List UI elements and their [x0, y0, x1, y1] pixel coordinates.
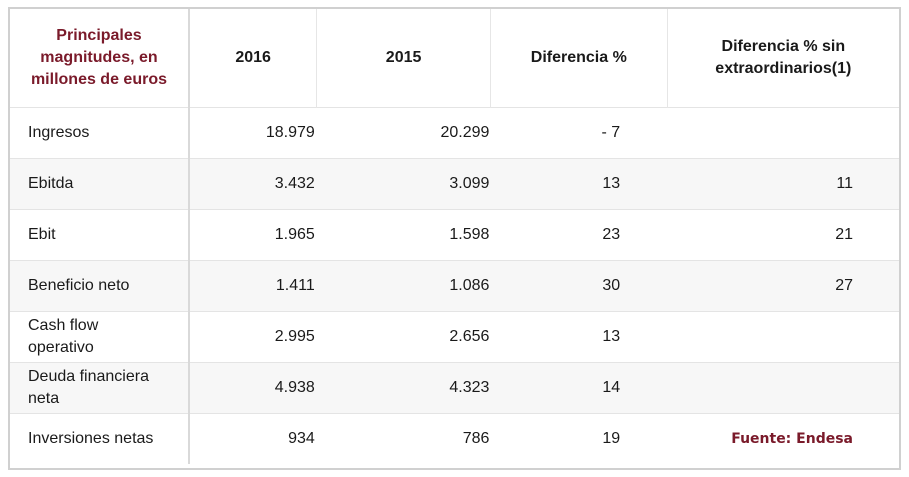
value-2016: 934 — [188, 413, 317, 464]
value-diferencia-extra — [667, 107, 899, 159]
value-diferencia: 13 — [490, 158, 668, 210]
value-2016: 18.979 — [188, 107, 317, 159]
value-2016: 1.965 — [188, 209, 317, 261]
table-row: Ebit 1.965 1.598 23 21 — [10, 209, 899, 261]
row-label: Beneficio neto — [10, 260, 190, 312]
value-2015: 3.099 — [316, 158, 491, 210]
row-label: Ebit — [10, 209, 190, 261]
value-diferencia-extra: 21 — [667, 209, 899, 261]
header-2016: 2016 — [187, 9, 317, 108]
table-row: Inversiones netas 934 786 19 Fuente: End… — [10, 413, 899, 464]
value-diferencia: 30 — [490, 260, 668, 312]
header-diferencia-sin-extraordinarios: Diferencia % sin extraordinarios(1) — [666, 9, 899, 108]
value-2015: 786 — [316, 413, 491, 464]
value-diferencia: - 7 — [490, 107, 668, 159]
value-diferencia-extra: 27 — [667, 260, 899, 312]
financial-table: Principales magnitudes, en millones de e… — [10, 9, 899, 464]
source-cell: Fuente: Endesa — [667, 413, 899, 464]
table-row: Ingresos 18.979 20.299 - 7 — [10, 107, 899, 159]
table-frame: Principales magnitudes, en millones de e… — [8, 7, 901, 470]
value-diferencia-extra: 11 — [667, 158, 899, 210]
value-2016: 2.995 — [188, 311, 317, 363]
value-diferencia: 23 — [490, 209, 668, 261]
row-label: Cash flow operativo — [10, 311, 190, 363]
value-2015: 1.598 — [316, 209, 491, 261]
table-row: Beneficio neto 1.411 1.086 30 27 — [10, 260, 899, 312]
row-label: Ingresos — [10, 107, 190, 159]
row-label: Deuda financiera neta — [10, 362, 190, 414]
value-2015: 4.323 — [316, 362, 491, 414]
value-2016: 1.411 — [188, 260, 317, 312]
value-diferencia: 13 — [490, 311, 668, 363]
value-2016: 4.938 — [188, 362, 317, 414]
table-row: Cash flow operativo 2.995 2.656 13 — [10, 311, 899, 363]
value-diferencia-extra — [667, 311, 899, 363]
table-row: Ebitda 3.432 3.099 13 11 — [10, 158, 899, 210]
value-diferencia: 19 — [490, 413, 668, 464]
value-2015: 1.086 — [316, 260, 491, 312]
value-2016: 3.432 — [188, 158, 317, 210]
header-diferencia: Diferencia % — [489, 9, 668, 108]
row-label: Inversiones netas — [10, 413, 190, 464]
header-2015: 2015 — [316, 9, 491, 108]
header-row: Principales magnitudes, en millones de e… — [10, 9, 899, 108]
value-2015: 2.656 — [316, 311, 491, 363]
table-row: Deuda financiera neta 4.938 4.323 14 — [10, 362, 899, 414]
header-label: Principales magnitudes, en millones de e… — [30, 27, 167, 88]
value-diferencia-extra — [667, 362, 899, 414]
value-diferencia: 14 — [490, 362, 668, 414]
source-label: Fuente: Endesa — [731, 431, 853, 447]
value-2015: 20.299 — [316, 107, 491, 159]
row-label: Ebitda — [10, 158, 190, 210]
